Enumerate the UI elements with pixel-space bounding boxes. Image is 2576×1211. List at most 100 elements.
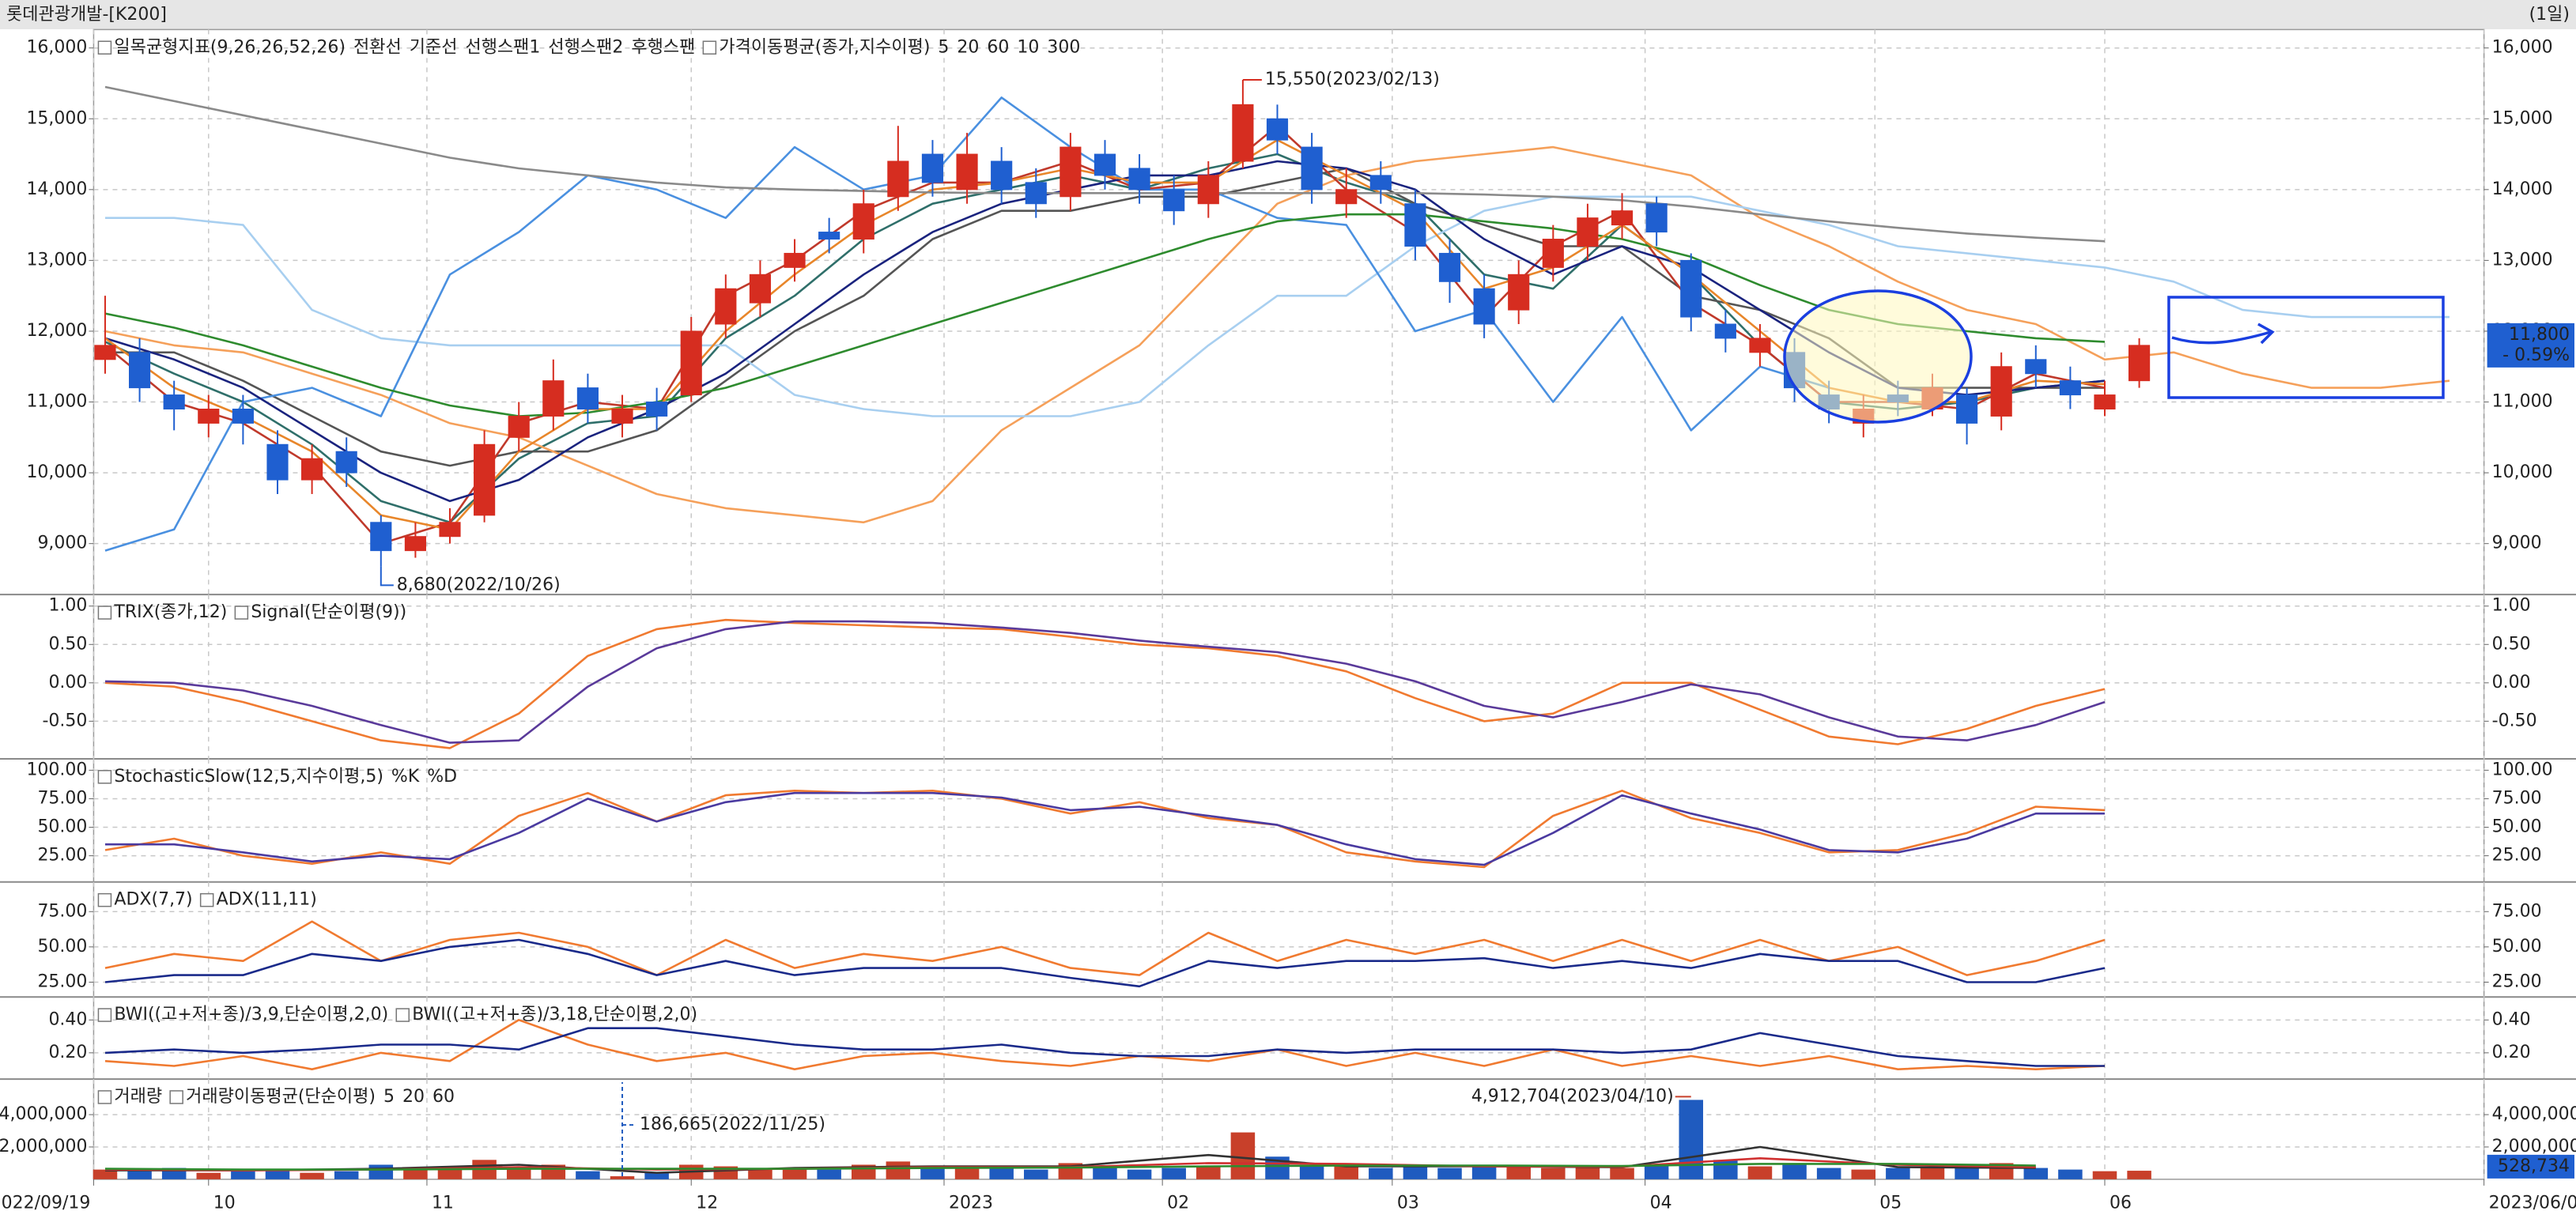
candle-body (1232, 104, 1254, 162)
x-tick-label: 06 (2110, 1194, 2132, 1211)
volume-bar (2092, 1171, 2117, 1179)
y-tick-label: 2,000,000 (0, 1137, 87, 1156)
y2-tick-label: 14,000 (2492, 179, 2553, 199)
series-line (104, 213, 2106, 417)
y-tick-label: 16,000 (26, 38, 87, 58)
candle-body (1025, 182, 1047, 205)
legend-icon (702, 40, 717, 55)
volume-bar (817, 1169, 841, 1179)
x-tick-label: 05 (1879, 1194, 1902, 1211)
y2-tick-label: 50.00 (2492, 817, 2542, 837)
volume-bar (1334, 1166, 1358, 1179)
legend-label: 전환선 (353, 37, 402, 57)
candle-body (611, 408, 633, 424)
candle-body (2025, 359, 2047, 375)
y-tick-label: 4,000,000 (0, 1104, 87, 1124)
legend-label: 5 (383, 1087, 395, 1107)
candle-body (1266, 118, 1289, 141)
volume-bar (2058, 1169, 2083, 1179)
candle-body (2128, 345, 2151, 382)
y-tick-label: 15,000 (26, 108, 87, 128)
legend-label: 후행스팬 (631, 37, 695, 57)
change-label: - 0.59% (2502, 345, 2570, 365)
series-line (104, 620, 2106, 744)
volume-bar (1299, 1164, 1324, 1179)
y-tick-label: 11,000 (26, 392, 87, 412)
volume-bar (576, 1171, 600, 1179)
series-line (104, 938, 2106, 988)
candle-body (1197, 175, 1219, 205)
y2-tick-label: 0.50 (2492, 634, 2531, 654)
candle-body (818, 232, 840, 240)
volume-bar (1575, 1166, 1600, 1179)
candle-body (1577, 217, 1599, 247)
x-tick-label: 2023 (949, 1194, 993, 1211)
y-tick-label: 14,000 (26, 179, 87, 199)
volume-bar (2127, 1171, 2151, 1179)
y2-tick-label: 13,000 (2492, 250, 2553, 270)
legend-icon (97, 1008, 112, 1022)
y-tick-label: 50.00 (37, 817, 87, 837)
volume-bar (1782, 1164, 1807, 1179)
volume-bar (989, 1168, 1014, 1179)
legend-icon (97, 40, 112, 55)
candle-body (439, 522, 461, 538)
max-volume-label: 4,912,704(2023/04/10) (1471, 1086, 1674, 1106)
volume-bar (437, 1169, 463, 1179)
legend-label: 일목균형지표(9,26,26,52,26) (114, 37, 346, 57)
volume-bar (334, 1171, 359, 1179)
y-tick-label: 0.20 (48, 1043, 87, 1062)
x-tick-label: 02 (1167, 1194, 1189, 1211)
y-tick-label: 25.00 (37, 971, 87, 991)
series-line (104, 920, 2106, 976)
candle-body (2059, 380, 2081, 396)
volume-bar (1713, 1160, 1738, 1179)
candle-body (784, 252, 806, 268)
candle-body (887, 160, 909, 198)
y-tick-label: 75.00 (37, 901, 87, 921)
volume-bar (300, 1172, 324, 1179)
volume-bar (1127, 1169, 1152, 1179)
last-volume-label: 528,734 (2498, 1156, 2570, 1176)
candle-body (1956, 394, 1978, 424)
legend-icon (234, 606, 249, 620)
series-line (105, 195, 2449, 417)
last-price-label: 11,800 (2509, 325, 2570, 345)
title-bar (0, 0, 2576, 29)
y2-tick-label: 2,000,000 (2492, 1137, 2576, 1156)
legend-label: 60 (432, 1087, 455, 1107)
volume-bar (1886, 1168, 1910, 1179)
legend-label: 5 (938, 37, 949, 57)
y2-tick-label: 0.40 (2492, 1009, 2531, 1029)
y-tick-label: 75.00 (37, 788, 87, 808)
candle-body (1438, 252, 1461, 282)
candle-body (301, 458, 323, 481)
legend-icon (97, 1090, 112, 1104)
y2-tick-label: 15,000 (2492, 108, 2553, 128)
candle-body (335, 451, 357, 473)
candle-body (1645, 203, 1668, 233)
candle-body (1163, 189, 1185, 212)
y-tick-label: 12,000 (26, 321, 87, 341)
y2-tick-label: 25.00 (2492, 846, 2542, 866)
y2-tick-label: 0.00 (2492, 673, 2531, 692)
volume-bar (1747, 1166, 1773, 1179)
volume-bar (1196, 1166, 1221, 1179)
candle-body (370, 522, 392, 552)
candle-body (198, 408, 220, 424)
highlight-ellipse (1783, 289, 1973, 424)
y2-tick-label: 10,000 (2492, 462, 2553, 482)
legend-label: 가격이동평균(종가,지수이평) (719, 37, 930, 57)
low-pointer (380, 566, 394, 587)
candle-body (1369, 175, 1392, 191)
volume-bar (1816, 1168, 1841, 1179)
last-volume-badge (2487, 1154, 2574, 1179)
y2-tick-label: 9,000 (2492, 534, 2542, 553)
volume-bar (403, 1168, 428, 1179)
legend-label: 300 (1047, 37, 1080, 57)
arrow-head (2257, 323, 2275, 345)
candle-body (576, 387, 599, 409)
candle-body (163, 394, 185, 409)
volume-bar (748, 1169, 772, 1179)
legend-icon (395, 1008, 410, 1022)
